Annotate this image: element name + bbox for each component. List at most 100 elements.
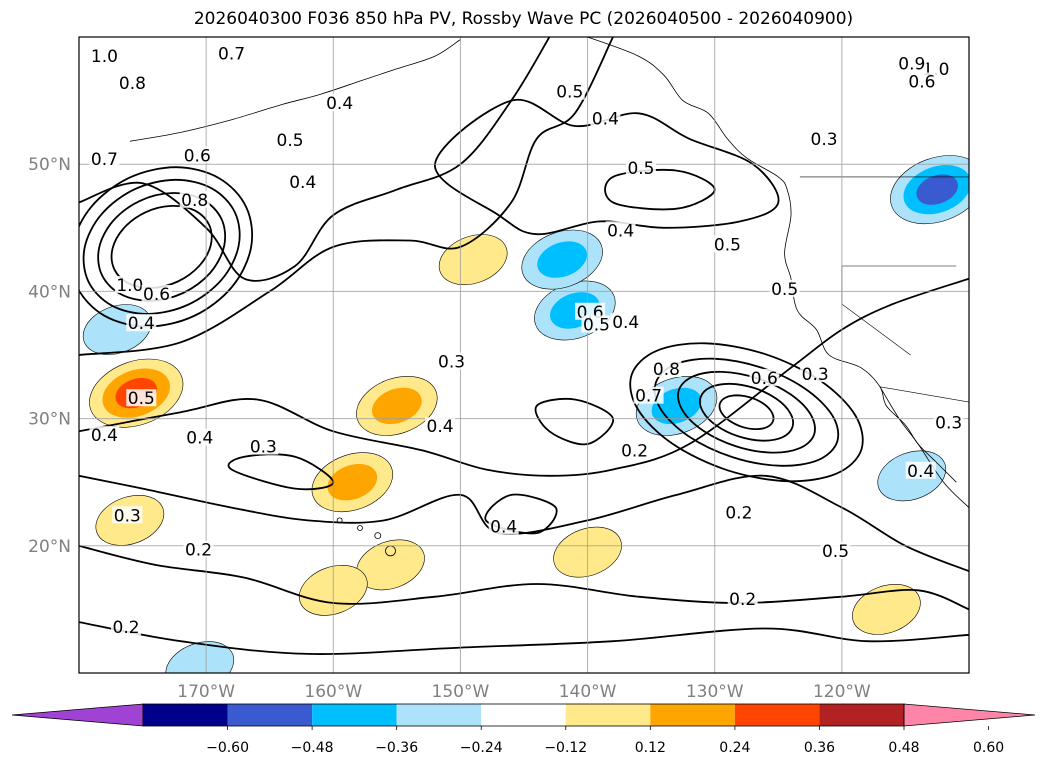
contour-label: 0.4 — [490, 518, 517, 538]
contour-label: 0.3 — [438, 352, 465, 372]
pv-contour — [434, 98, 780, 236]
contour-label-bg — [488, 517, 519, 535]
lon-tick-label: 120°W — [813, 682, 871, 702]
contour-labels: 1.00.80.70.7 0.60.81.0 0.60.50.40.40.40.50… — [89, 44, 964, 638]
contour-label-bg — [89, 426, 120, 444]
contour-label: 0.4 — [907, 462, 934, 482]
shaded-region-4 — [438, 234, 508, 286]
contour-label: 0.7 — [635, 387, 662, 407]
contour-label: 0.4 — [91, 426, 118, 446]
colorbar-swatch — [143, 704, 228, 726]
contour-label-bg — [769, 279, 800, 297]
shade-fill — [165, 641, 235, 673]
coastline-layer — [129, 37, 969, 557]
contour-label-bg — [619, 441, 650, 459]
contour-label: 0.2 — [113, 618, 140, 638]
shaded-region-9 — [852, 583, 921, 635]
contour-label: 0.8 — [119, 74, 146, 94]
contour-label: 0.2 — [185, 541, 212, 561]
colorbar-tick-label: 0.60 — [973, 740, 1004, 756]
contour-label-bg — [581, 315, 612, 333]
colorbar-tick-label: −0.60 — [206, 740, 249, 756]
border — [879, 386, 969, 403]
pv-contour — [79, 37, 551, 282]
pv-contour — [653, 357, 840, 467]
lon-tick-label: 170°W — [177, 682, 235, 702]
colorbar-extend-high — [903, 703, 1036, 727]
contour-label-bg — [727, 590, 758, 608]
shaded-region-10 — [890, 155, 969, 225]
contour-label: 0.6 — [751, 369, 778, 389]
shaded-region-13 — [521, 229, 603, 290]
pv-contour — [79, 37, 614, 356]
contour-label: 0.4 — [592, 109, 619, 129]
lat-tick-label: 20°N — [28, 537, 71, 557]
contour-label-bg — [287, 173, 318, 191]
coastline — [129, 39, 461, 142]
colorbar-swatch — [481, 704, 566, 726]
contour-label-bg — [712, 235, 743, 253]
contour-label-bg — [651, 359, 682, 377]
contour-label: 0.5 — [771, 280, 798, 300]
colorbar-swatch — [312, 704, 397, 726]
contour-label: 0.4 — [128, 314, 155, 334]
colorbar-swatch — [734, 704, 820, 726]
contour-label-bg — [184, 428, 215, 446]
pv-contour — [677, 370, 816, 454]
contour-label: 0.8 — [653, 360, 680, 380]
contour-label-bg — [141, 284, 172, 302]
contour-label: 0.5 — [822, 542, 849, 562]
contour-label: 0.4 — [289, 173, 316, 193]
colorbar-swatch — [227, 704, 313, 726]
colorbar-swatch — [565, 704, 651, 726]
colorbar-swatch — [819, 704, 904, 726]
lon-tick-labels: 170°W 160°W 150°W 140°W 130°W 120°W — [177, 682, 871, 702]
contour-label-bg — [425, 417, 456, 435]
contour-label-bg — [800, 365, 831, 383]
contour-label: 0.5 — [714, 235, 741, 255]
contour-label: 0.3 — [114, 506, 141, 526]
contour-label: 0.6 — [908, 73, 935, 93]
lat-tick-label: 30°N — [28, 410, 71, 430]
contour-label: 0.7 — [218, 45, 245, 65]
colorbar-frame — [142, 703, 905, 727]
pv-contour — [79, 621, 969, 655]
contour-label: 0.5 — [556, 83, 583, 103]
contour-label-bg — [933, 413, 964, 431]
pv-contour — [699, 382, 794, 442]
colorbar-extend-low — [11, 703, 144, 727]
contour-label-bg — [183, 540, 214, 558]
contour-label: 0.5 — [627, 159, 654, 179]
colorbar-swatch — [396, 704, 482, 726]
contour-label-bg — [820, 541, 851, 559]
contour-label: 0.5 — [583, 315, 610, 335]
contour-label: 0.2 — [621, 441, 648, 461]
coastline — [587, 37, 957, 483]
contour-label-bg — [590, 109, 621, 127]
colorbar-tick-label: −0.36 — [375, 740, 418, 756]
lon-tick-label: 160°W — [304, 682, 362, 702]
map-area: 1.00.80.70.7 0.60.81.0 0.60.50.40.40.40.50… — [79, 37, 969, 673]
contour-label-bg — [216, 44, 247, 62]
lon-tick-label: 130°W — [686, 682, 744, 702]
lat-tick-label: 40°N — [28, 282, 71, 302]
pv-contour — [97, 192, 227, 302]
contour-label-bg — [625, 159, 656, 177]
pv-contour — [227, 453, 335, 491]
shade-fill — [537, 241, 587, 278]
contour-label-bg — [896, 54, 927, 72]
contour-label-bg — [610, 312, 641, 330]
contour-label: 0.5 — [128, 389, 155, 409]
contour-label-bg — [906, 72, 937, 90]
contour-label: 0.4 — [186, 429, 213, 449]
contour-label-bg — [554, 82, 585, 100]
colorbar-tick-label: 0.24 — [719, 740, 750, 756]
contour-label: 0.3 — [811, 130, 838, 150]
contour-label-bg — [723, 503, 754, 521]
contour-label: 0.6 — [143, 285, 170, 305]
shade-fill — [438, 234, 508, 286]
pv-contour — [82, 178, 241, 315]
contour-label-bg — [114, 276, 145, 294]
contour-label: 0.3 — [250, 438, 277, 458]
contour-label: 0.7 — [91, 150, 118, 170]
